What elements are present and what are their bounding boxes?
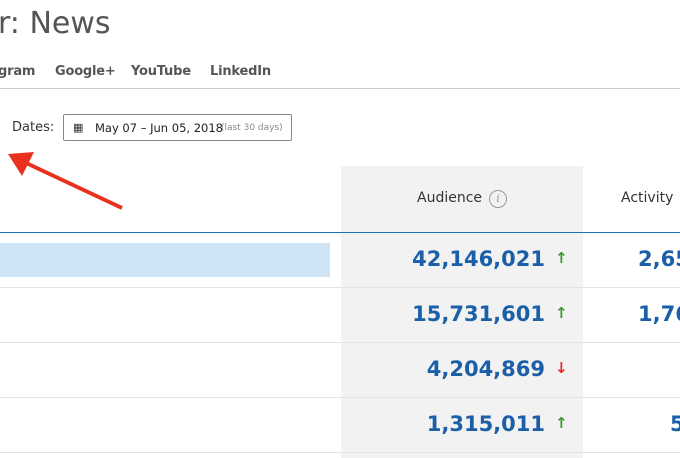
trend-up-icon: ↑: [555, 414, 568, 432]
audience-header[interactable]: Audience: [417, 190, 483, 206]
audience-bar: [0, 243, 330, 277]
trend-down-icon: ↓: [555, 359, 568, 377]
activity-value: 1,76: [638, 302, 680, 326]
row-divider: [0, 287, 680, 288]
tab-linkedin[interactable]: LinkedIn: [210, 64, 271, 79]
activity-header[interactable]: Activity: [621, 190, 674, 206]
row-divider: [0, 342, 680, 343]
audience-value: 15,731,601: [412, 302, 545, 326]
date-range-picker[interactable]: ▦ May 07 – Jun 05, 2018 (last 30 days): [63, 114, 292, 141]
trend-up-icon: ↑: [555, 304, 568, 322]
date-range-note: (last 30 days): [221, 123, 283, 133]
trend-up-icon: ↑: [555, 249, 568, 267]
tab-divider: [0, 88, 680, 89]
tab-google-plus[interactable]: Google+: [55, 64, 116, 79]
page-title: r: News: [0, 6, 111, 41]
activity-value: 2,65: [638, 247, 680, 271]
annotation-arrow-icon: [8, 152, 123, 210]
header-divider: [0, 232, 680, 233]
audience-value: 1,315,011: [426, 412, 545, 436]
info-icon[interactable]: i: [489, 190, 507, 208]
activity-value: 5: [670, 412, 680, 436]
audience-column-bg: [341, 166, 583, 458]
row-divider: [0, 452, 680, 453]
audience-value: 42,146,021: [412, 247, 545, 271]
dates-label: Dates:: [12, 120, 55, 135]
tab-instagram[interactable]: gram: [0, 64, 36, 79]
row-divider: [0, 397, 680, 398]
date-range-text: May 07 – Jun 05, 2018: [95, 121, 223, 135]
tab-youtube[interactable]: YouTube: [131, 64, 191, 79]
audience-value: 4,204,869: [426, 357, 545, 381]
calendar-icon: ▦: [73, 121, 84, 134]
